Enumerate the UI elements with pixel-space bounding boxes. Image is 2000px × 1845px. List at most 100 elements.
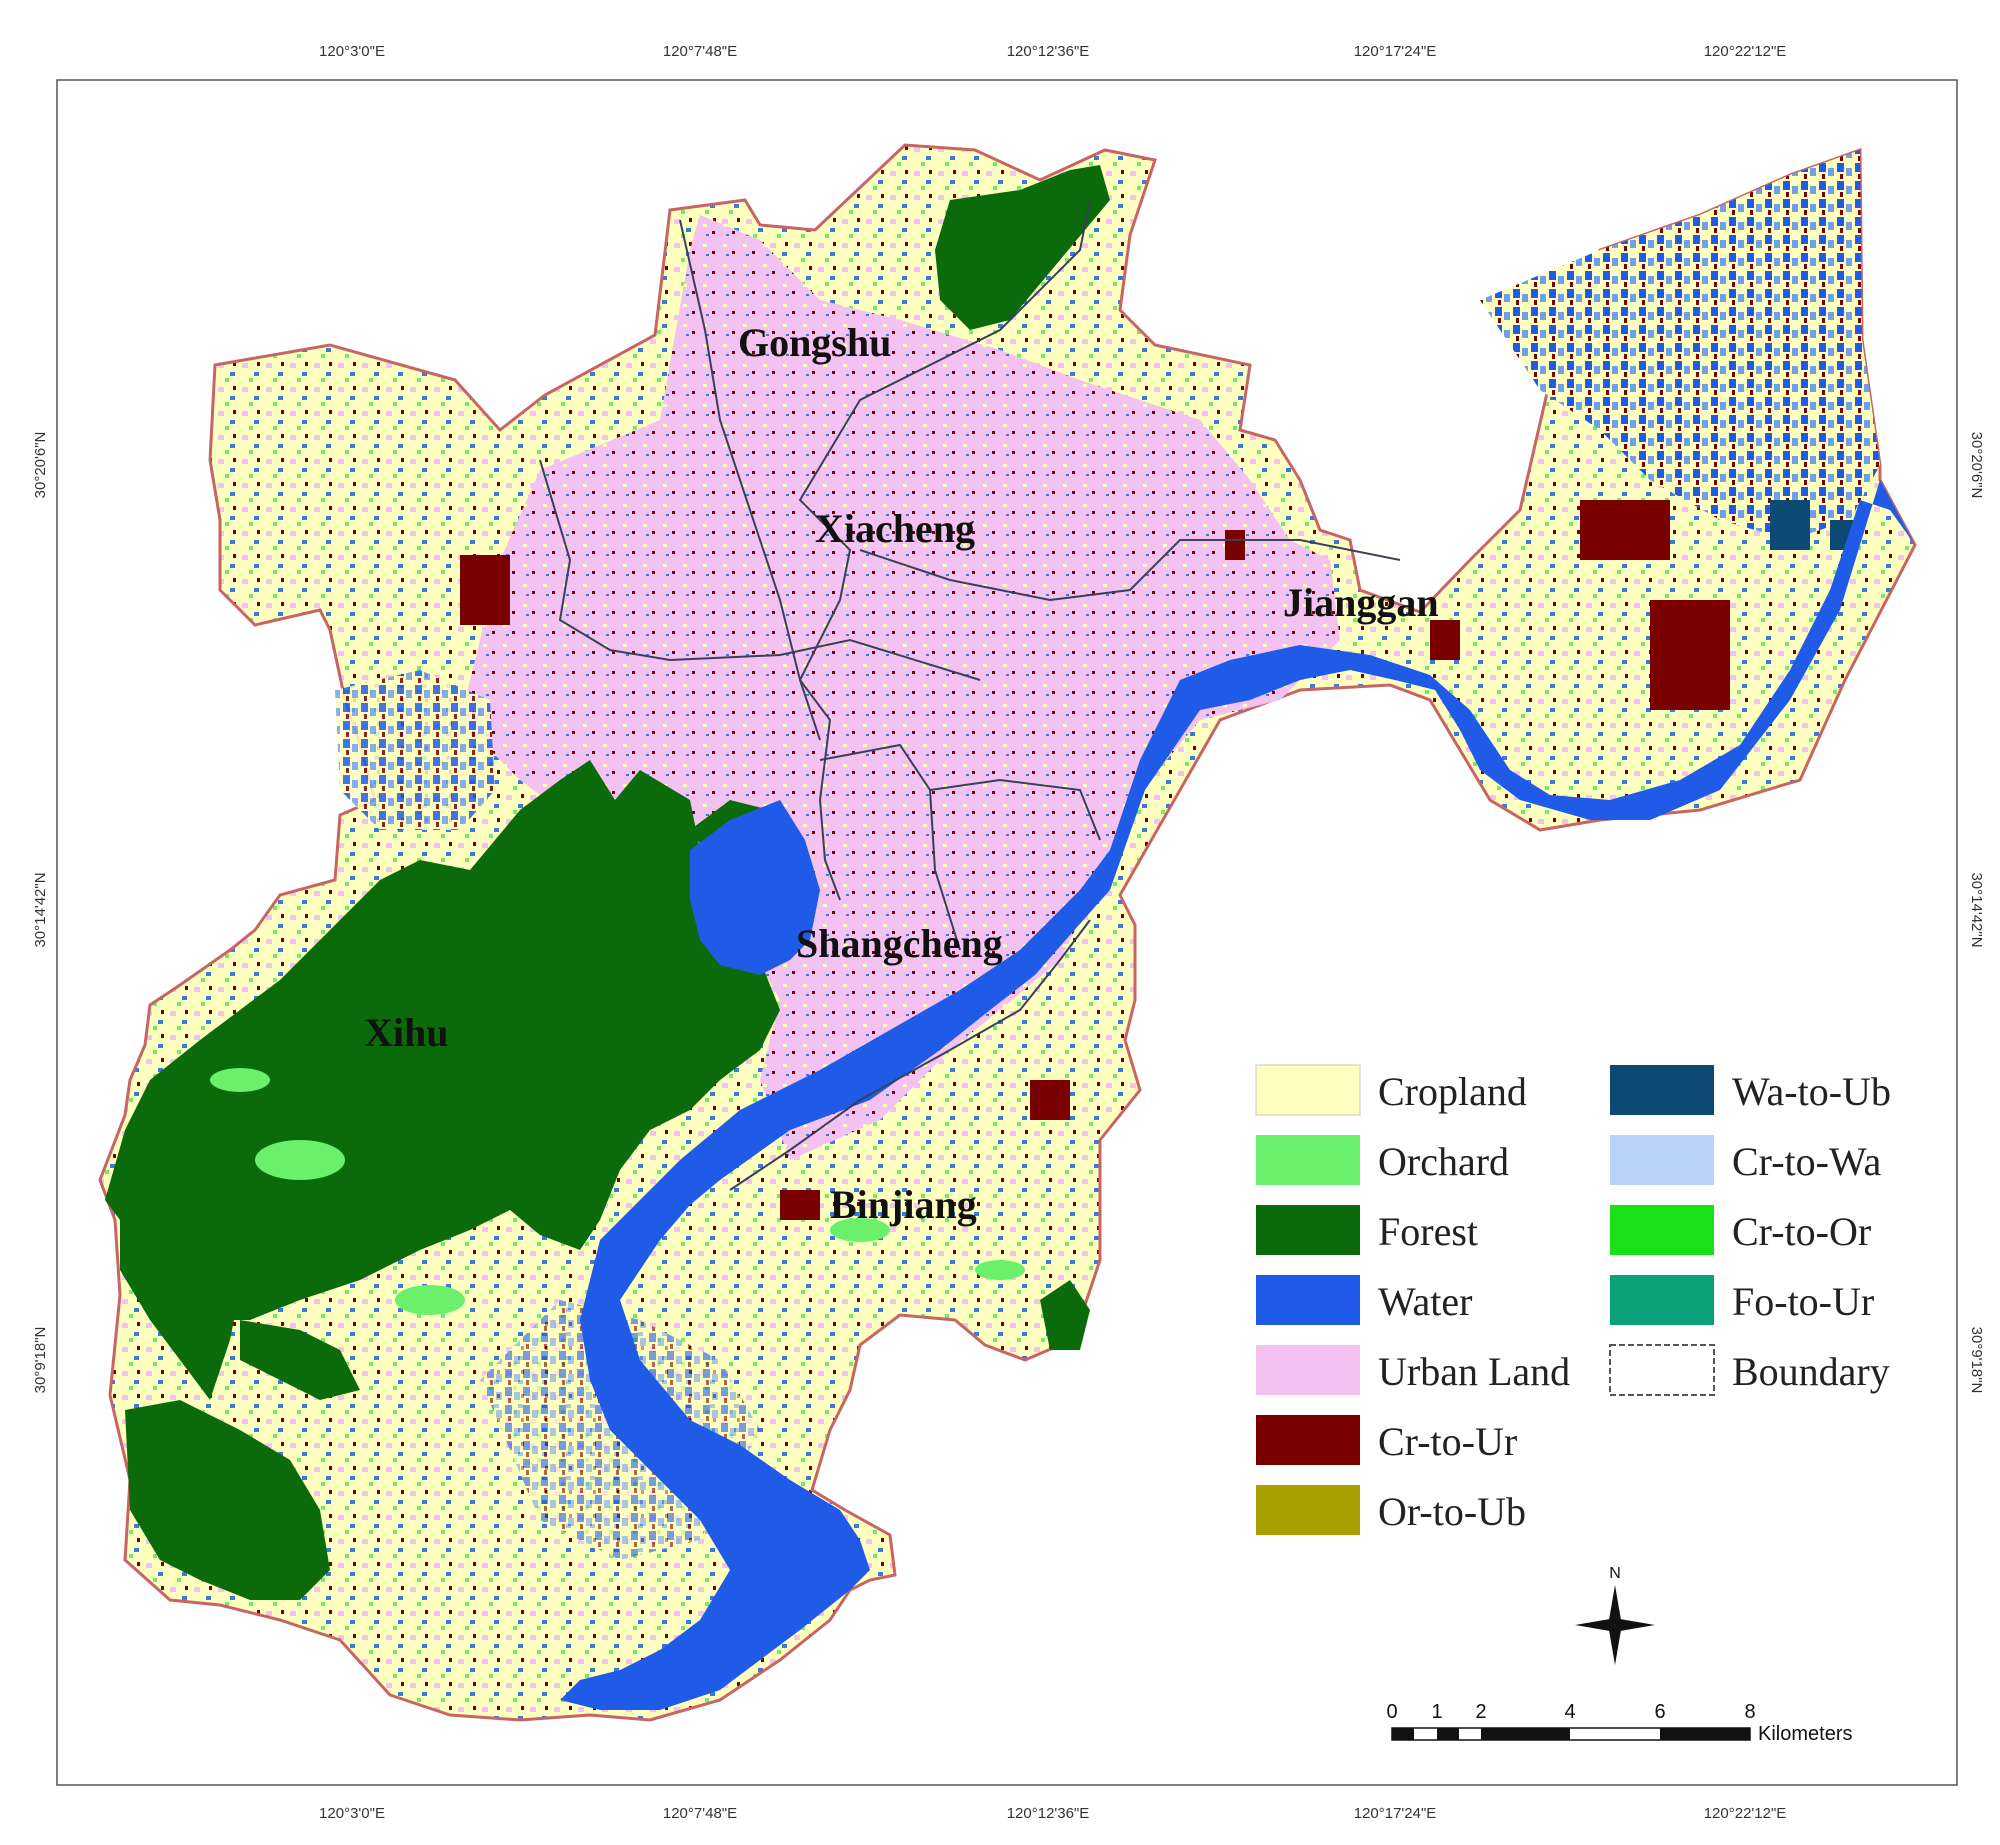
legend-item: Fo-to-Ur — [1610, 1275, 1874, 1325]
boundary-line — [539, 459, 981, 681]
legend-label: Cr-to-Or — [1732, 1209, 1871, 1254]
legend-label: Cr-to-Wa — [1732, 1139, 1882, 1184]
scale-tick-label: 0 — [1386, 1701, 1397, 1723]
bottom-lon-label: 120°7'48"E — [663, 1805, 737, 1822]
scale-tick-label: 4 — [1564, 1701, 1575, 1723]
orchard-patch — [210, 1068, 270, 1092]
scale-bar-segment — [1481, 1728, 1570, 1740]
forest-areas — [105, 165, 1110, 1600]
legend-label: Or-to-Ub — [1378, 1489, 1526, 1534]
urban-core — [460, 215, 1340, 1160]
bottom-lon-label: 120°17'24"E — [1354, 1805, 1437, 1822]
right-lat-label: 30°14'42"N — [1968, 872, 1985, 947]
legend-swatch-cr-to-or — [1610, 1205, 1714, 1255]
orchard-patch — [395, 1285, 465, 1315]
district-label-shangcheng: Shangcheng — [796, 921, 1003, 966]
north-arrow-west — [1575, 1619, 1615, 1631]
south-forest-strip — [240, 1320, 360, 1400]
legend-label: Orchard — [1378, 1139, 1509, 1184]
boundary-line — [798, 199, 1091, 681]
legend-item: Water — [1256, 1275, 1473, 1325]
legend-swatch-wa-to-ub — [1610, 1065, 1714, 1115]
legend-item: Wa-to-Ub — [1610, 1065, 1891, 1115]
southwest-forest — [125, 1400, 330, 1600]
boundary-line — [799, 679, 841, 901]
scale-unit: Kilometers — [1758, 1723, 1852, 1745]
orchard-patch — [830, 1218, 890, 1242]
orchard-spots — [210, 1068, 1025, 1315]
legend-swatch-cr-to-ur — [1256, 1415, 1360, 1465]
legend-item: Cr-to-Or — [1610, 1205, 1871, 1255]
qiantang-river — [560, 480, 1915, 1710]
legend-label: Fo-to-Ur — [1732, 1279, 1874, 1324]
north-arrow-south — [1609, 1625, 1621, 1665]
legend-swatch-or-to-ub — [1256, 1485, 1360, 1535]
west-blue-fields — [335, 670, 495, 830]
legend-item: Boundary — [1609, 1344, 1890, 1396]
orchard-patch — [255, 1140, 345, 1180]
district-label-jianggan: Jianggan — [1283, 580, 1439, 625]
left-lat-label: 30°9'18"N — [32, 1327, 49, 1394]
district-labels: Gongshu Xiacheng Jianggan Shangcheng Xih… — [364, 320, 1439, 1227]
map-frame — [56, 79, 1958, 1786]
district-label-binjiang: Binjiang — [830, 1182, 977, 1227]
legend-label: Wa-to-Ub — [1732, 1069, 1891, 1114]
legend-label: Water — [1378, 1279, 1473, 1324]
legend-swatch-cropland — [1255, 1064, 1361, 1116]
legend-swatch-orchard — [1256, 1135, 1360, 1185]
right-latitude-labels: 30°20'6"N 30°14'42"N 30°9'18"N — [1968, 432, 1985, 1394]
legend-label: Cropland — [1378, 1069, 1527, 1114]
map-legend: Cropland Orchard Forest Water Urban Land… — [1255, 1064, 1891, 1535]
legend-item: Cr-to-Ur — [1256, 1415, 1517, 1465]
cr-to-ur-patch — [460, 555, 510, 625]
top-lon-label: 120°17'24"E — [1354, 43, 1437, 60]
binjiang-forest — [1040, 1280, 1090, 1350]
scale-tick-label: 6 — [1654, 1701, 1665, 1723]
legend-swatch-forest — [1256, 1205, 1360, 1255]
cr-to-ur-spots — [460, 500, 1730, 1220]
district-label-xihu: Xihu — [364, 1010, 449, 1055]
xihu-forest — [105, 760, 780, 1320]
top-lon-label: 120°7'48"E — [663, 43, 737, 60]
gongshu-forest — [935, 165, 1110, 330]
jianggan-blue-fields — [1480, 150, 1880, 540]
legend-swatch-urban-land — [1256, 1345, 1360, 1395]
boundary-line — [729, 919, 1091, 1191]
scale-tick-label: 2 — [1475, 1701, 1486, 1723]
legend-swatch-boundary — [1609, 1344, 1715, 1396]
legend-item: Urban Land — [1256, 1345, 1570, 1395]
legend-item: Cr-to-Wa — [1610, 1135, 1882, 1185]
west-forest — [120, 1180, 240, 1400]
wa-to-ub-patch — [1770, 500, 1810, 550]
north-arrow-north — [1609, 1585, 1621, 1625]
legend-swatch-fo-to-ur — [1610, 1275, 1714, 1325]
legend-label: Urban Land — [1378, 1349, 1570, 1394]
water-bodies — [560, 480, 1915, 1710]
top-lon-label: 120°12'36"E — [1007, 43, 1090, 60]
district-label-gongshu: Gongshu — [738, 320, 891, 365]
cr-to-ur-patch — [1650, 600, 1730, 710]
top-lon-label: 120°3'0"E — [319, 43, 385, 60]
bottom-lon-label: 120°22'12"E — [1704, 1805, 1787, 1822]
scale-bar-segment — [1437, 1728, 1459, 1740]
district-label-xiacheng: Xiacheng — [815, 506, 975, 551]
orchard-patch — [975, 1260, 1025, 1280]
legend-swatch-cr-to-wa — [1610, 1135, 1714, 1185]
scale-bar-segment — [1660, 1728, 1750, 1740]
boundary-line — [929, 778, 1101, 841]
north-arrow-east — [1615, 1619, 1655, 1631]
bottom-longitude-labels: 120°3'0"E 120°7'48"E 120°12'36"E 120°17'… — [319, 1805, 1786, 1822]
scale-bar-segment — [1392, 1728, 1414, 1740]
bottom-lon-label: 120°3'0"E — [319, 1805, 385, 1822]
cr-to-ur-patch — [780, 1190, 820, 1220]
cr-to-ur-patch — [1580, 500, 1670, 560]
cr-to-ur-patch — [1225, 530, 1245, 560]
legend-label: Forest — [1378, 1209, 1478, 1254]
north-arrow-icon: N — [1575, 1565, 1655, 1665]
legend-swatch-water — [1256, 1275, 1360, 1325]
right-lat-label: 30°9'18"N — [1968, 1327, 1985, 1394]
top-longitude-labels: 120°3'0"E 120°7'48"E 120°12'36"E 120°17'… — [319, 43, 1786, 60]
west-lake — [690, 800, 820, 975]
top-lon-label: 120°22'12"E — [1704, 43, 1787, 60]
